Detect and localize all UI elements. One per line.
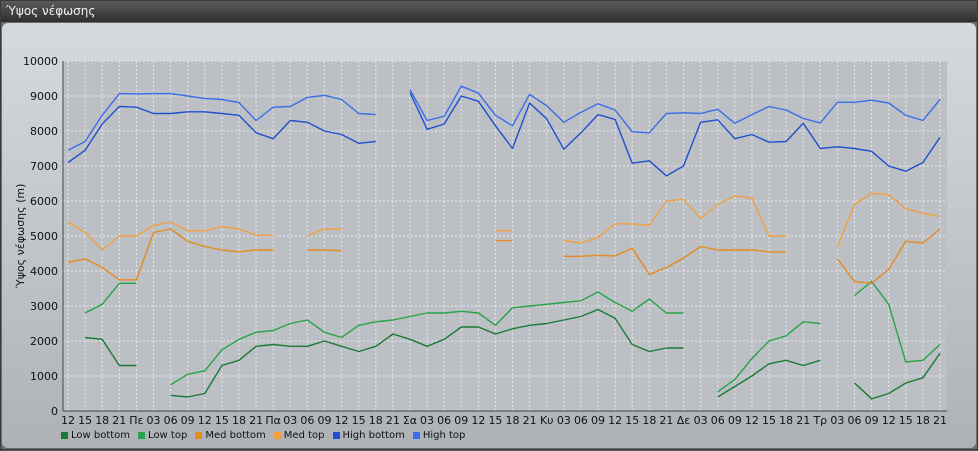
x-tick-label: 06 [164,414,178,427]
legend-item[interactable]: High top [412,428,466,442]
x-tick-label: 18 [916,414,930,427]
legend-swatch [138,431,146,439]
x-tick-label: 18 [779,414,793,427]
y-tick-label: 5000 [30,230,58,243]
series-line-med-bottom [67,228,941,284]
x-tick-label: Σα [403,414,417,427]
x-tick-label: 12 [198,414,212,427]
x-tick-label: 03 [420,414,434,427]
y-tick-label: 3000 [30,300,58,313]
legend-label: Low top [148,429,188,441]
legend-item[interactable]: Med top [273,428,325,442]
x-tick-label: 15 [78,414,92,427]
series-line-med-top [67,192,941,251]
x-tick-label: 03 [283,414,297,427]
legend-item[interactable]: Low bottom [61,428,130,442]
x-tick-label: 21 [112,414,126,427]
x-tick-label: 21 [523,414,537,427]
x-tick-label: 12 [608,414,622,427]
y-tick-label: 10000 [23,55,58,68]
x-tick-label: 09 [865,414,879,427]
x-tick-label: 03 [830,414,844,427]
legend-swatch [332,431,340,439]
x-tick-label: 12 [882,414,896,427]
y-tick-label: 1000 [30,370,58,383]
y-tick-label: 4000 [30,265,58,278]
legend-swatch [412,431,420,439]
x-tick-label: 06 [437,414,451,427]
legend-item[interactable]: High bottom [332,428,405,442]
legend-label: High top [422,429,466,441]
x-tick-label: 18 [95,414,109,427]
x-tick-label: 12 [335,414,349,427]
x-tick-label: 21 [796,414,810,427]
series-line-high-top [67,85,941,151]
y-tick-label: 8000 [30,125,58,138]
x-tick-label: 21 [249,414,263,427]
x-tick-label: 15 [899,414,913,427]
legend-label: High bottom [342,429,405,441]
x-tick-label: 21 [386,414,400,427]
x-tick-label: 18 [369,414,383,427]
x-tick-label: 15 [762,414,776,427]
x-tick-label: 03 [694,414,708,427]
legend-item[interactable]: Low top [138,428,187,442]
legend-label: Med bottom [205,429,266,441]
series-line-low-top [84,280,941,393]
x-tick-label: 03 [146,414,160,427]
x-tick-label: 15 [215,414,229,427]
x-tick-label: 12 [471,414,485,427]
series-line-high-bottom [67,92,941,177]
x-tick-label: Δε [677,414,691,427]
x-tick-label: 18 [232,414,246,427]
window-title: Ύψος νέφωσης [1,1,977,22]
x-tick-label: 09 [317,414,331,427]
x-tick-label: 06 [574,414,588,427]
x-tick-label: 15 [488,414,502,427]
x-tick-label: 09 [181,414,195,427]
legend-label: Low bottom [71,429,131,441]
x-tick-label: 12 [61,414,75,427]
x-tick-label: 09 [728,414,742,427]
x-tick-label: 18 [506,414,520,427]
x-tick-label: 18 [642,414,656,427]
chart-legend: Low bottom Low top Med bottom Med top High b… [61,428,465,442]
y-tick-label: 7000 [30,160,58,173]
x-tick-label: Πε [129,414,143,427]
x-tick-label: 09 [454,414,468,427]
y-tick-label: 0 [51,405,58,418]
x-tick-label: 06 [300,414,314,427]
legend-item[interactable]: Med bottom [195,428,266,442]
y-tick-label: 9000 [30,90,58,103]
series-line-low-bottom [85,308,941,400]
x-tick-label: 03 [557,414,571,427]
y-tick-label: 6000 [30,195,58,208]
x-tick-label: 06 [848,414,862,427]
x-tick-label: 09 [591,414,605,427]
x-tick-label: 12 [745,414,759,427]
x-tick-label: 15 [625,414,639,427]
y-axis-label: Ύψος νέφωσης (m) [14,184,27,290]
legend-swatch [273,431,281,439]
x-tick-label: 15 [352,414,366,427]
x-tick-label: Κυ [540,414,554,427]
legend-label: Med top [283,429,325,441]
x-tick-label: Πα [265,414,281,427]
legend-swatch [195,431,203,439]
y-tick-label: 2000 [30,335,58,348]
x-tick-label: 21 [659,414,673,427]
x-tick-label: 06 [711,414,725,427]
x-tick-label: Τρ [812,414,827,427]
legend-swatch [61,431,68,439]
x-tick-label: 21 [933,414,947,427]
